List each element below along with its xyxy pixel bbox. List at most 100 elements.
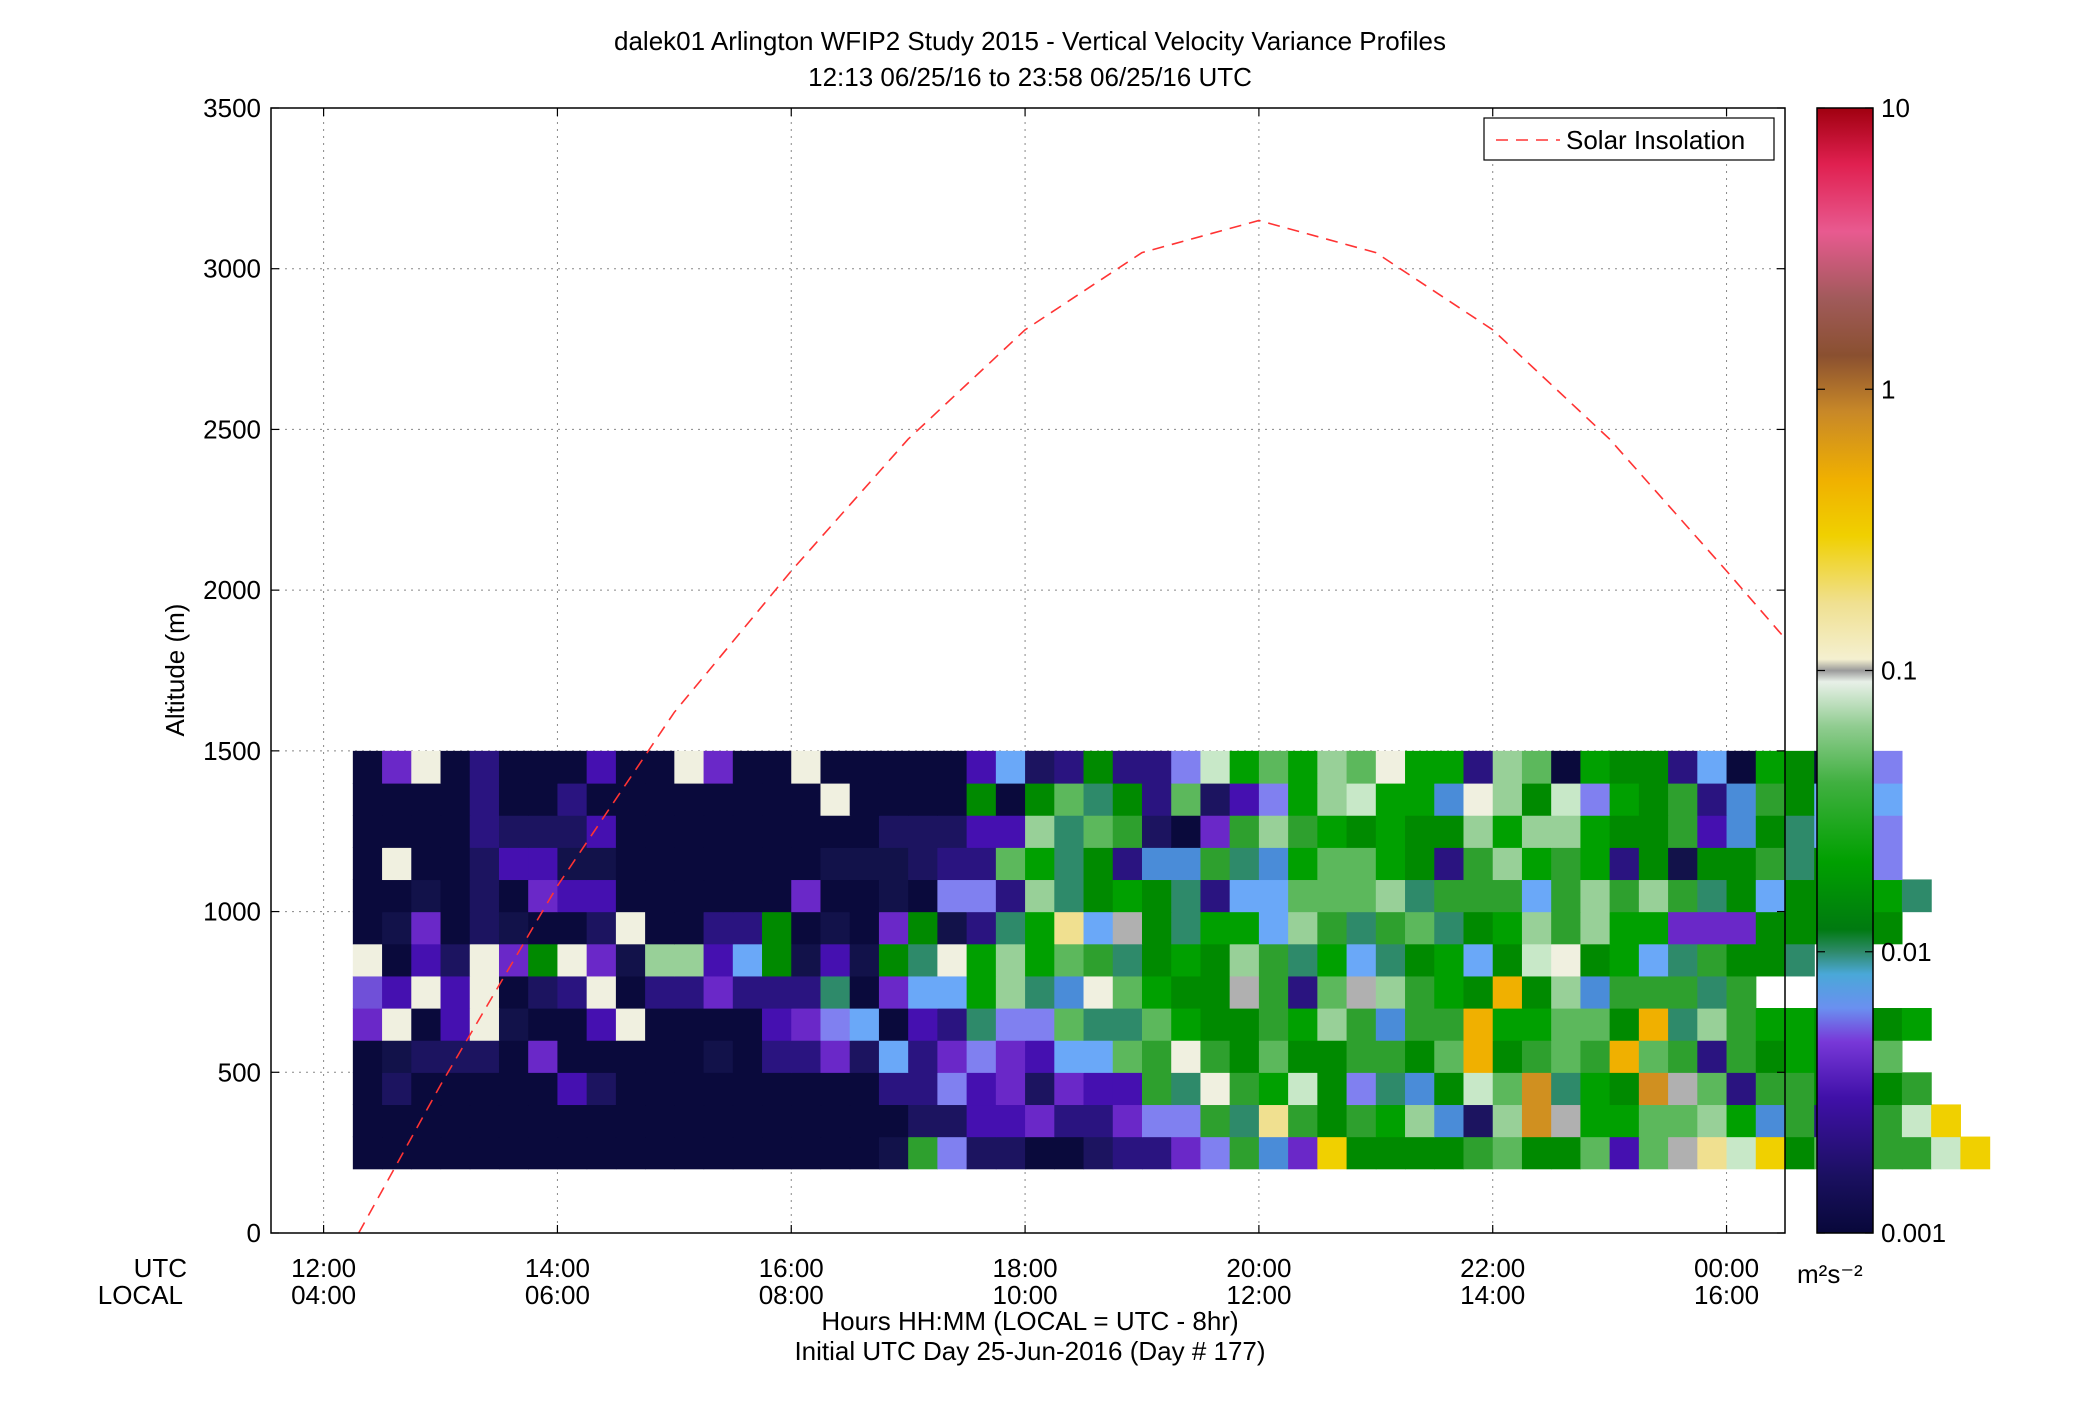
heatmap-cell <box>352 1104 383 1138</box>
heatmap-cell <box>1229 847 1260 881</box>
heatmap-cell <box>995 750 1026 784</box>
heatmap-cell <box>1025 911 1055 945</box>
heatmap-cell <box>382 1008 412 1041</box>
heatmap-cell <box>966 943 997 977</box>
chart-title: dalek01 Arlington WFIP2 Study 2015 - Ver… <box>614 26 1446 56</box>
legend: Solar Insolation <box>1483 117 1775 161</box>
heatmap-cell <box>411 1008 442 1041</box>
heatmap-cell <box>1346 975 1377 1009</box>
heatmap-cell <box>1346 1072 1377 1106</box>
heatmap-cell <box>1492 879 1523 913</box>
heatmap-cell <box>1054 815 1085 848</box>
y-tick-label: 2500 <box>203 414 261 444</box>
heatmap-cell <box>1405 1040 1435 1073</box>
heatmap-cell <box>1025 943 1055 977</box>
heatmap-cell <box>878 1104 909 1138</box>
heatmap-cell <box>1434 975 1465 1009</box>
heatmap-cell <box>1258 911 1289 945</box>
x-row-label-utc: UTC <box>134 1253 187 1283</box>
heatmap-cell <box>703 911 734 945</box>
heatmap-cell <box>1726 879 1757 913</box>
heatmap-cell <box>762 943 792 977</box>
heatmap-cell <box>1434 815 1465 848</box>
heatmap-cell <box>1726 975 1757 1009</box>
heatmap-cell <box>1434 1008 1465 1041</box>
heatmap-cell <box>732 1040 763 1073</box>
heatmap-cell <box>586 1040 617 1073</box>
heatmap-cell <box>1521 943 1552 977</box>
heatmap-cell <box>1551 1008 1582 1041</box>
heatmap-cell <box>1785 750 1815 784</box>
heatmap-cell <box>440 1136 471 1170</box>
heatmap-cell <box>1054 1136 1085 1170</box>
heatmap-cell <box>1638 750 1669 784</box>
heatmap-cell <box>1785 1072 1815 1106</box>
heatmap-cell <box>615 847 646 881</box>
heatmap-cell <box>1785 1136 1815 1170</box>
heatmap-cell <box>908 1040 938 1073</box>
heatmap-cell <box>440 815 471 848</box>
heatmap-cell <box>1141 1040 1172 1073</box>
heatmap-cell <box>1551 1104 1582 1138</box>
heatmap-cell <box>1638 815 1669 848</box>
heatmap-cell <box>1434 1136 1465 1170</box>
heatmap-cell <box>1434 879 1465 913</box>
heatmap-cell <box>382 847 412 881</box>
heatmap-cell <box>1668 911 1698 945</box>
heatmap-cell <box>732 975 763 1009</box>
heatmap-cell <box>382 750 412 784</box>
heatmap-cell <box>615 911 646 945</box>
heatmap-cell <box>586 815 617 848</box>
heatmap-cell <box>1580 1136 1611 1170</box>
heatmap-cell <box>908 911 938 945</box>
heatmap-cell <box>411 847 442 881</box>
heatmap-cell <box>820 1008 851 1041</box>
heatmap-cell <box>1375 1104 1406 1138</box>
heatmap-cell <box>1200 1104 1231 1138</box>
heatmap-cell <box>1317 911 1348 945</box>
heatmap-cell <box>1112 1040 1143 1073</box>
heatmap-cell <box>1171 975 1202 1009</box>
heatmap-cell <box>674 1104 705 1138</box>
heatmap-cell <box>1609 783 1640 816</box>
heatmap-cell <box>1141 815 1172 848</box>
heatmap-cell <box>1609 1072 1640 1106</box>
heatmap-cell <box>1141 943 1172 977</box>
heatmap-cell <box>820 750 851 784</box>
heatmap-cell <box>1697 1136 1728 1170</box>
heatmap-cell <box>352 1072 383 1106</box>
heatmap-cell <box>820 1104 851 1138</box>
heatmap-cell <box>440 783 471 816</box>
heatmap-cell <box>1609 815 1640 848</box>
heatmap-cell <box>1521 1104 1552 1138</box>
heatmap-cell <box>849 1104 880 1138</box>
heatmap-cell <box>1112 1136 1143 1170</box>
heatmap-cell <box>1317 750 1348 784</box>
heatmap-cell <box>1668 1104 1698 1138</box>
heatmap-cell <box>1405 943 1435 977</box>
x-axis-label: Hours HH:MM (LOCAL = UTC - 8hr) <box>821 1306 1238 1336</box>
heatmap-cell <box>820 815 851 848</box>
heatmap-cell <box>995 1072 1026 1106</box>
heatmap-cell <box>1755 911 1786 945</box>
heatmap-cell <box>557 1040 588 1073</box>
heatmap-cell <box>1580 879 1611 913</box>
heatmap-cell <box>1229 1040 1260 1073</box>
heatmap-cell <box>1463 1008 1494 1041</box>
heatmap-cell <box>645 783 675 816</box>
heatmap-cell <box>703 943 734 977</box>
heatmap-cell <box>645 975 675 1009</box>
heatmap-cell <box>1405 1072 1435 1106</box>
heatmap-cell <box>1317 1008 1348 1041</box>
heatmap-cell <box>615 1008 646 1041</box>
heatmap-cell <box>1112 943 1143 977</box>
heatmap-cell <box>1025 1072 1055 1106</box>
heatmap-cell <box>762 1136 792 1170</box>
heatmap-cell <box>1785 815 1815 848</box>
heatmap-cell <box>352 1136 383 1170</box>
heatmap-cell <box>937 750 968 784</box>
heatmap-cell <box>1083 1136 1114 1170</box>
heatmap-cell <box>908 943 938 977</box>
heatmap-cell <box>995 943 1026 977</box>
heatmap-cell <box>1346 847 1377 881</box>
